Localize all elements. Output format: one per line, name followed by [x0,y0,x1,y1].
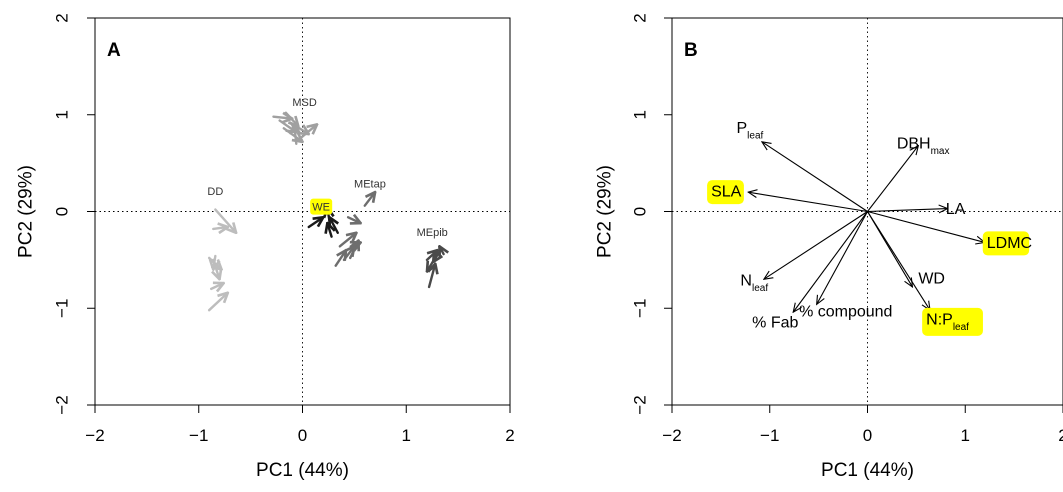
x-tick-label-a: −1 [189,426,208,445]
x-tick-label-a: 1 [402,426,411,445]
loading-vector-la [867,209,948,212]
vector-label-compound: % compound [799,304,892,321]
group-arrow-msd [282,127,303,142]
x-tick-label-b: 2 [1058,426,1063,445]
group-arrow-msd [294,124,296,145]
panel-letter-a: A [107,40,121,61]
vector-label-dbh: DBHmax [897,135,950,156]
y-axis-title-a: PC2 (29%) [16,165,37,258]
group-arrow-dd [212,227,228,229]
y-tick-label-b: 1 [631,110,650,119]
vector-label-sla: SLA [711,184,742,201]
group-arrow-mepib [427,252,439,271]
vector-label-n: Nleaf [740,273,768,294]
y-tick-label-b: 2 [631,13,650,22]
group-arrow-metap [346,217,360,223]
label-highlight-n-p [922,307,983,336]
panel-b: −2 −2 −1 −1 0 0 1 1 2 2 PC1 (44%) PC2 (29%) B Pleaf DB… [595,13,1063,481]
group-arrow-dd [209,283,223,289]
x-tick-label-a: 2 [505,426,514,445]
y-tick-label-a: 1 [53,110,72,119]
vector-label-ldmc: LDMC [987,235,1032,252]
y-tick-label-a: 2 [53,13,72,22]
group-arrow-metap [352,242,360,246]
x-axis-title-b: PC1 (44%) [821,460,914,481]
group-arrow-we [327,223,331,238]
vector-label-subscript: leaf [747,130,763,141]
vector-label-p: Pleaf [737,120,764,141]
y-tick-label-b: −2 [631,395,650,414]
group-label-we: WE [312,202,330,214]
label-highlight-ldmc [982,231,1030,256]
x-tick-label-a: −2 [85,426,104,445]
vector-label-wd: WD [918,271,945,288]
loading-vector-p [762,142,868,212]
group-arrow-mepib [439,246,443,254]
group-label-msd: MSD [292,97,317,109]
group-label-dd: DD [207,186,223,198]
loading-vector-n-p [867,211,931,311]
group-arrow-msd [288,121,309,134]
group-label-metap: MEtap [354,178,386,190]
vector-label-subscript: max [931,145,950,156]
vector-label-subscript: leaf [752,283,768,294]
panel-a: −2 −2 −1 −1 0 0 1 1 2 2 PC1 (44%) PC2 (29%) A MSD DD WE… [16,13,515,481]
loading-vector-n [764,211,868,280]
y-tick-label-b: −1 [631,299,650,318]
loading-vector-sla [748,192,868,213]
x-tick-label-b: −2 [662,426,681,445]
vector-label-fab: % Fab [752,314,798,331]
label-highlight-we [310,198,333,215]
x-tick-label-b: 0 [863,426,872,445]
y-tick-label-b: 0 [631,207,650,216]
x-tick-label-b: 1 [961,426,970,445]
x-tick-label-a: 0 [298,426,307,445]
y-tick-label-a: −2 [53,395,72,414]
label-highlight-sla [707,180,744,205]
vector-label-subscript: leaf [953,321,969,332]
group-arrow-dd [207,293,228,312]
group-arrow-dd [214,208,236,233]
loading-vector-compound [817,211,868,305]
group-arrow-metap [338,233,357,248]
loading-vector-dbh [867,146,919,212]
group-arrow-metap [363,192,375,207]
group-arrow-we [307,217,324,229]
y-axis-title-b: PC2 (29%) [595,165,616,258]
group-arrow-dd [213,254,215,270]
panel-letter-b: B [684,40,698,61]
loading-vector-ldmc [867,210,985,243]
x-tick-label-b: −1 [760,426,779,445]
x-axis-title-a: PC1 (44%) [256,460,349,481]
loading-vector-fab [793,211,868,313]
y-tick-label-a: −1 [53,299,72,318]
vector-label-la: LA [946,201,966,218]
group-label-mepib: MEpib [417,227,448,239]
y-tick-label-a: 0 [53,207,72,216]
